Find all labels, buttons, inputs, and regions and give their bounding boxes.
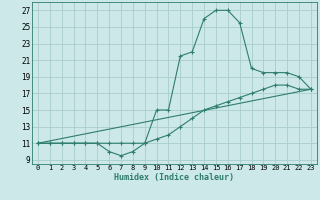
X-axis label: Humidex (Indice chaleur): Humidex (Indice chaleur) [115,173,234,182]
